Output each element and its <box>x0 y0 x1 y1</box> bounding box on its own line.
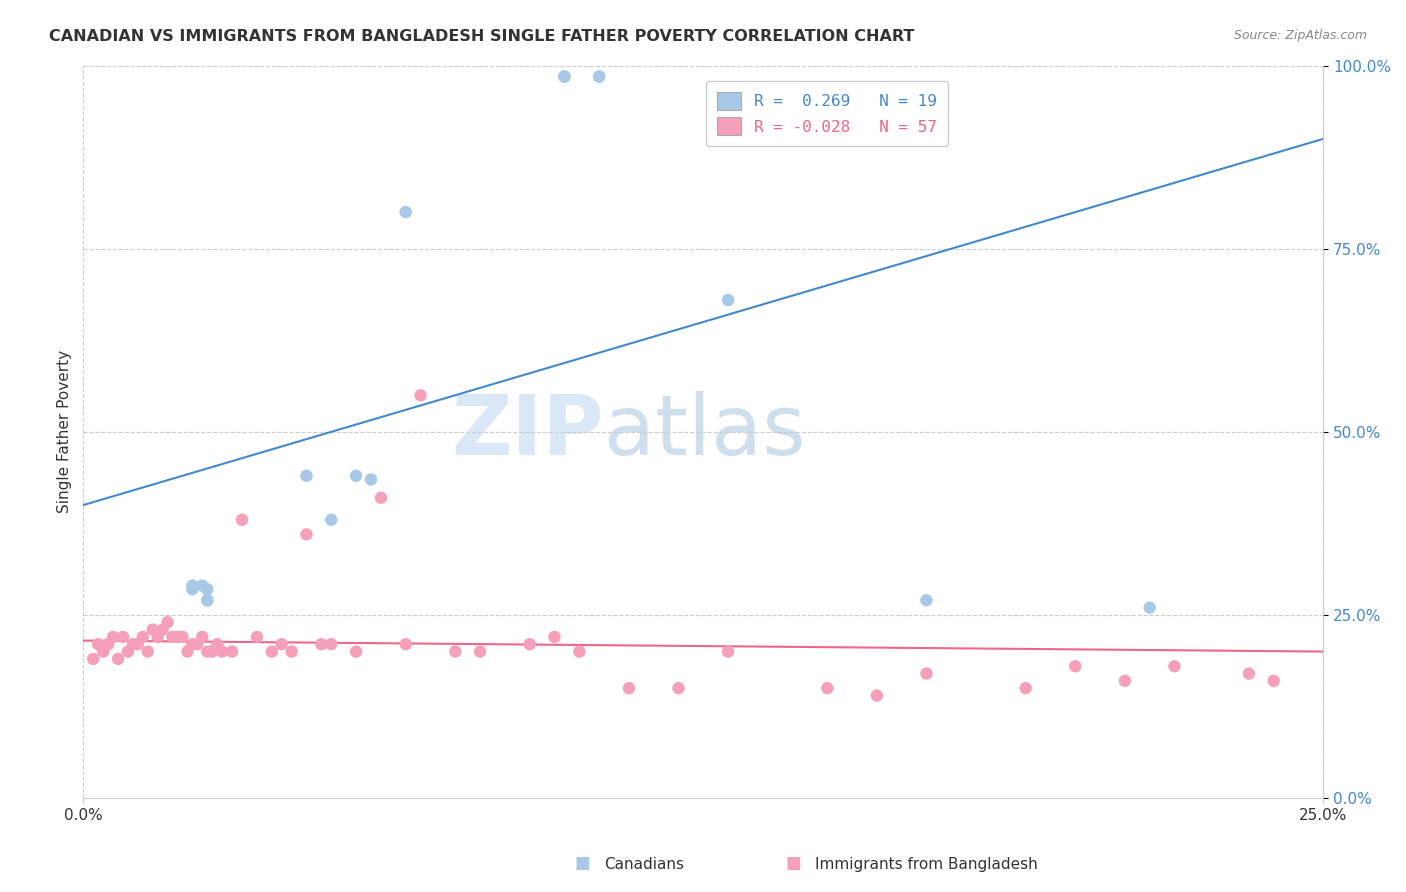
Point <box>122 637 145 651</box>
Point <box>588 70 610 84</box>
Point <box>915 593 938 607</box>
Point <box>519 637 541 651</box>
Point <box>444 644 467 658</box>
Text: Immigrants from Bangladesh: Immigrants from Bangladesh <box>815 857 1038 872</box>
Point <box>1139 600 1161 615</box>
Point <box>280 644 302 658</box>
Point <box>468 644 491 658</box>
Point <box>191 630 214 644</box>
Point <box>181 579 204 593</box>
Point <box>311 637 333 651</box>
Text: ■: ■ <box>575 855 591 872</box>
Point <box>156 615 179 630</box>
Point <box>166 630 188 644</box>
Point <box>395 637 418 651</box>
Point <box>195 644 218 658</box>
Point <box>1015 681 1038 696</box>
Point <box>344 644 367 658</box>
Point <box>568 644 591 658</box>
Point <box>321 513 343 527</box>
Point <box>127 637 149 651</box>
Point <box>717 644 740 658</box>
Point <box>195 582 218 597</box>
Point <box>117 644 139 658</box>
Point <box>231 513 253 527</box>
Point <box>201 644 224 658</box>
Point <box>136 644 159 658</box>
Point <box>211 644 233 658</box>
Point <box>132 630 155 644</box>
Point <box>295 527 318 541</box>
Point <box>815 681 838 696</box>
Point <box>543 630 565 644</box>
Y-axis label: Single Father Poverty: Single Father Poverty <box>58 351 72 514</box>
Point <box>395 205 418 219</box>
Point <box>191 579 214 593</box>
Point <box>1237 666 1260 681</box>
Point <box>87 637 110 651</box>
Legend: R =  0.269   N = 19, R = -0.028   N = 57: R = 0.269 N = 19, R = -0.028 N = 57 <box>706 81 948 146</box>
Point <box>344 468 367 483</box>
Point <box>1114 673 1136 688</box>
Point <box>260 644 283 658</box>
Point <box>221 644 243 658</box>
Point <box>1064 659 1087 673</box>
Point <box>146 630 169 644</box>
Text: ZIP: ZIP <box>451 392 605 473</box>
Point <box>181 582 204 597</box>
Point <box>1263 673 1285 688</box>
Point <box>1163 659 1185 673</box>
Point <box>617 681 640 696</box>
Point <box>270 637 292 651</box>
Point <box>107 652 129 666</box>
Text: CANADIAN VS IMMIGRANTS FROM BANGLADESH SINGLE FATHER POVERTY CORRELATION CHART: CANADIAN VS IMMIGRANTS FROM BANGLADESH S… <box>49 29 914 44</box>
Point <box>195 593 218 607</box>
Point <box>162 630 184 644</box>
Point <box>370 491 392 505</box>
Point <box>866 689 889 703</box>
Point <box>82 652 104 666</box>
Point <box>205 637 228 651</box>
Text: Source: ZipAtlas.com: Source: ZipAtlas.com <box>1233 29 1367 42</box>
Point <box>101 630 124 644</box>
Point <box>97 637 120 651</box>
Point <box>717 293 740 307</box>
Point <box>195 593 218 607</box>
Point <box>553 70 575 84</box>
Point <box>181 637 204 651</box>
Point <box>915 666 938 681</box>
Point <box>152 623 174 637</box>
Point <box>295 468 318 483</box>
Point <box>91 644 114 658</box>
Text: Canadians: Canadians <box>605 857 685 872</box>
Point <box>142 623 165 637</box>
Point <box>246 630 269 644</box>
Point <box>668 681 690 696</box>
Point <box>360 472 382 486</box>
Point <box>588 70 610 84</box>
Point <box>553 70 575 84</box>
Point <box>176 644 198 658</box>
Point <box>321 637 343 651</box>
Point <box>553 70 575 84</box>
Text: ■: ■ <box>786 855 801 872</box>
Point <box>186 637 208 651</box>
Text: atlas: atlas <box>605 392 806 473</box>
Point <box>172 630 194 644</box>
Point <box>409 388 432 402</box>
Point <box>111 630 134 644</box>
